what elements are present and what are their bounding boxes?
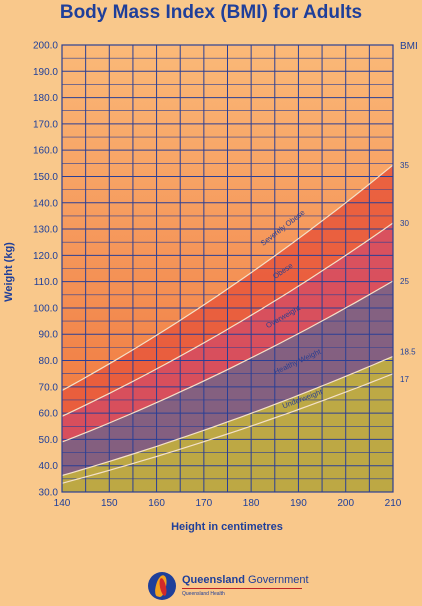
queensland-crest-icon (148, 572, 176, 600)
bmi-line-17 (61, 373, 394, 484)
y-tick-label: 150.0 (33, 172, 58, 183)
brand-subtitle: Queensland Health (182, 591, 225, 597)
x-tick-label: 140 (54, 498, 71, 509)
bmi-line-18.5 (61, 355, 394, 477)
y-tick-label: 140.0 (33, 198, 58, 209)
queensland-government-logo: Queensland Government Queensland Health (148, 570, 318, 606)
brand-underline (182, 588, 302, 589)
x-tick-label: 150 (101, 498, 118, 509)
bmi-axis-label: BMI (400, 41, 418, 52)
bmi-value-label: 17 (400, 375, 409, 384)
chart-title: Body Mass Index (BMI) for Adults (59, 2, 363, 23)
y-tick-label: 70.0 (39, 382, 59, 393)
y-axis-label: Weight (kg) (3, 242, 15, 302)
x-axis-label: Height in centimetres (171, 521, 283, 533)
brand-bold: Queensland (182, 574, 245, 586)
y-tick-label: 160.0 (33, 146, 58, 157)
y-tick-label: 90.0 (39, 330, 59, 341)
y-tick-label: 130.0 (33, 225, 58, 236)
plot-frame (61, 44, 394, 493)
brand-regular: Government (248, 574, 309, 586)
y-tick-label: 170.0 (33, 119, 58, 130)
x-tick-label: 210 (385, 498, 402, 509)
x-tick-label: 160 (148, 498, 165, 509)
x-tick-label: 200 (337, 498, 354, 509)
bmi-value-label: 30 (400, 219, 409, 228)
x-tick-label: 190 (290, 498, 307, 509)
y-tick-label: 30.0 (39, 488, 59, 499)
y-tick-label: 50.0 (39, 435, 59, 446)
y-tick-label: 60.0 (39, 409, 59, 420)
bmi-value-label: 25 (400, 277, 409, 286)
bmi-line-30 (61, 222, 394, 417)
x-tick-label: 180 (243, 498, 260, 509)
y-tick-label: 40.0 (39, 461, 59, 472)
y-tick-label: 80.0 (39, 356, 59, 367)
bmi-line-25 (61, 280, 394, 443)
bmi-value-label: 35 (400, 161, 409, 170)
bmi-line-35 (61, 164, 394, 392)
bmi-value-label: 18.5 (400, 347, 416, 356)
x-tick-label: 170 (196, 498, 213, 509)
y-tick-label: 110.0 (34, 277, 59, 288)
y-tick-label: 200.0 (33, 41, 58, 52)
y-tick-label: 190.0 (33, 67, 58, 78)
y-tick-label: 180.0 (33, 93, 58, 104)
y-tick-label: 120.0 (33, 251, 58, 262)
brand-name: Queensland Government (182, 574, 322, 586)
y-tick-label: 100.0 (33, 303, 58, 314)
